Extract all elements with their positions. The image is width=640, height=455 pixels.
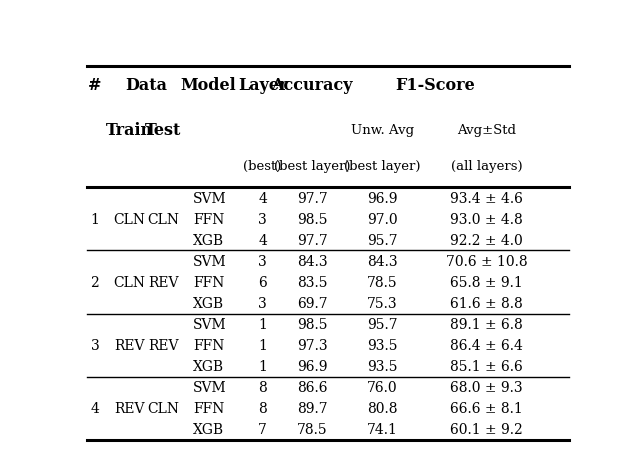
- Text: 1: 1: [258, 339, 267, 352]
- Text: SVM: SVM: [193, 380, 227, 394]
- Text: Test: Test: [145, 121, 182, 138]
- Text: 78.5: 78.5: [297, 423, 328, 436]
- Text: SVM: SVM: [193, 318, 227, 331]
- Text: 93.0 ± 4.8: 93.0 ± 4.8: [451, 212, 523, 226]
- Text: 96.9: 96.9: [367, 191, 398, 205]
- Text: 98.5: 98.5: [297, 212, 328, 226]
- Text: XGB: XGB: [193, 296, 224, 310]
- Text: 95.7: 95.7: [367, 233, 398, 247]
- Text: 4: 4: [258, 233, 267, 247]
- Text: 80.8: 80.8: [367, 401, 398, 415]
- Text: 6: 6: [258, 275, 267, 289]
- Text: 66.6 ± 8.1: 66.6 ± 8.1: [451, 401, 523, 415]
- Text: 92.2 ± 4.0: 92.2 ± 4.0: [451, 233, 523, 247]
- Text: REV: REV: [115, 339, 145, 352]
- Text: 75.3: 75.3: [367, 296, 398, 310]
- Text: Layer: Layer: [238, 76, 287, 93]
- Text: Avg±Std: Avg±Std: [457, 123, 516, 136]
- Text: 74.1: 74.1: [367, 423, 398, 436]
- Text: CLN: CLN: [147, 401, 179, 415]
- Text: 8: 8: [258, 401, 267, 415]
- Text: 95.7: 95.7: [367, 318, 398, 331]
- Text: 8: 8: [258, 380, 267, 394]
- Text: 78.5: 78.5: [367, 275, 398, 289]
- Text: 69.7: 69.7: [297, 296, 328, 310]
- Text: Accuracy: Accuracy: [271, 76, 353, 93]
- Text: (best): (best): [243, 160, 282, 172]
- Text: CLN: CLN: [114, 212, 146, 226]
- Text: 96.9: 96.9: [297, 359, 328, 374]
- Text: 97.3: 97.3: [297, 339, 328, 352]
- Text: 89.7: 89.7: [297, 401, 328, 415]
- Text: FFN: FFN: [193, 339, 225, 352]
- Text: 97.7: 97.7: [297, 191, 328, 205]
- Text: XGB: XGB: [193, 233, 224, 247]
- Text: CLN: CLN: [114, 275, 146, 289]
- Text: SVM: SVM: [193, 191, 227, 205]
- Text: 60.1 ± 9.2: 60.1 ± 9.2: [451, 423, 523, 436]
- Text: 83.5: 83.5: [297, 275, 328, 289]
- Text: REV: REV: [148, 339, 179, 352]
- Text: 86.6: 86.6: [297, 380, 328, 394]
- Text: (best layer): (best layer): [344, 160, 421, 172]
- Text: FFN: FFN: [193, 275, 225, 289]
- Text: Train: Train: [106, 121, 153, 138]
- Text: 68.0 ± 9.3: 68.0 ± 9.3: [451, 380, 523, 394]
- Text: 3: 3: [258, 254, 267, 268]
- Text: REV: REV: [148, 275, 179, 289]
- Text: XGB: XGB: [193, 423, 224, 436]
- Text: 84.3: 84.3: [297, 254, 328, 268]
- Text: 97.7: 97.7: [297, 233, 328, 247]
- Text: 84.3: 84.3: [367, 254, 398, 268]
- Text: Unw. Avg: Unw. Avg: [351, 123, 414, 136]
- Text: Data: Data: [125, 76, 168, 93]
- Text: 4: 4: [258, 191, 267, 205]
- Text: (all layers): (all layers): [451, 160, 522, 172]
- Text: 85.1 ± 6.6: 85.1 ± 6.6: [451, 359, 523, 374]
- Text: 7: 7: [258, 423, 267, 436]
- Text: 65.8 ± 9.1: 65.8 ± 9.1: [451, 275, 523, 289]
- Text: CLN: CLN: [147, 212, 179, 226]
- Text: 3: 3: [258, 212, 267, 226]
- Text: 3: 3: [258, 296, 267, 310]
- Text: 98.5: 98.5: [297, 318, 328, 331]
- Text: F1-Score: F1-Score: [395, 76, 474, 93]
- Text: 93.5: 93.5: [367, 339, 398, 352]
- Text: 97.0: 97.0: [367, 212, 398, 226]
- Text: 93.5: 93.5: [367, 359, 398, 374]
- Text: 76.0: 76.0: [367, 380, 398, 394]
- Text: (best layer): (best layer): [274, 160, 350, 172]
- Text: FFN: FFN: [193, 212, 225, 226]
- Text: Model: Model: [180, 76, 236, 93]
- Text: 61.6 ± 8.8: 61.6 ± 8.8: [451, 296, 523, 310]
- Text: XGB: XGB: [193, 359, 224, 374]
- Text: 4: 4: [90, 401, 99, 415]
- Text: #: #: [88, 76, 102, 93]
- Text: 70.6 ± 10.8: 70.6 ± 10.8: [446, 254, 527, 268]
- Text: 93.4 ± 4.6: 93.4 ± 4.6: [451, 191, 523, 205]
- Text: 86.4 ± 6.4: 86.4 ± 6.4: [451, 339, 523, 352]
- Text: FFN: FFN: [193, 401, 225, 415]
- Text: 1: 1: [90, 212, 99, 226]
- Text: SVM: SVM: [193, 254, 227, 268]
- Text: 1: 1: [258, 318, 267, 331]
- Text: REV: REV: [115, 401, 145, 415]
- Text: 89.1 ± 6.8: 89.1 ± 6.8: [451, 318, 523, 331]
- Text: 2: 2: [90, 275, 99, 289]
- Text: 3: 3: [90, 339, 99, 352]
- Text: 1: 1: [258, 359, 267, 374]
